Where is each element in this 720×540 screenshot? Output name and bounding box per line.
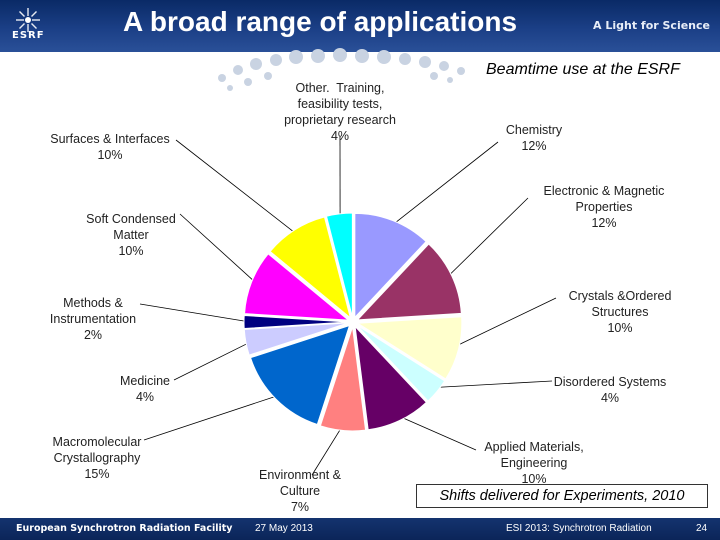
label-methods-instrumentation: Methods & Instrumentation 2% xyxy=(49,296,137,342)
leader-line xyxy=(175,139,299,236)
page-number: 24 xyxy=(696,523,708,534)
label-disordered-systems: Disordered Systems 4% xyxy=(553,375,667,405)
label-applied-materials: Applied Materials, Engineering 10% xyxy=(484,440,584,486)
pie-slice-applied-materials-engineering xyxy=(354,325,428,431)
esrf-logo-icon xyxy=(16,8,40,32)
pie-slice-macromolecular-crystallography xyxy=(249,324,351,426)
pie-slice-methods-instrumentation xyxy=(243,314,349,330)
leader-line xyxy=(452,297,557,348)
pie-slice-other-training-feasibility-tests-proprietary-research xyxy=(325,212,353,318)
pie-slice-medicine xyxy=(243,322,349,356)
label-soft-condensed: Soft Condensed Matter 10% xyxy=(86,212,176,258)
leader-line xyxy=(445,197,529,279)
pie-slice-chemistry xyxy=(354,212,427,319)
leader-line xyxy=(139,303,251,323)
leader-line xyxy=(311,424,344,476)
label-medicine: Medicine 4% xyxy=(119,374,171,404)
leader-line xyxy=(432,380,553,389)
shifts-note: Shifts delivered for Experiments, 2010 xyxy=(416,484,708,508)
chart-title: Beamtime use at the ESRF xyxy=(486,61,680,78)
footer-conference: ESI 2013: Synchrotron Radiation xyxy=(506,523,652,534)
label-crystals: Crystals &Ordered Structures 10% xyxy=(568,289,672,335)
footer-bar: European Synchrotron Radiation Facility … xyxy=(0,518,720,540)
leader-line xyxy=(396,414,477,451)
leader-line xyxy=(143,394,281,441)
leader-line xyxy=(179,213,258,285)
pie-slice-surfaces-interfaces xyxy=(269,216,352,320)
footer-date: 27 May 2013 xyxy=(255,523,313,534)
label-environment-culture: Environment & Culture 7% xyxy=(259,468,341,514)
label-surfaces-interfaces: Surfaces & Interfaces 10% xyxy=(50,132,170,162)
footer-organization: European Synchrotron Radiation Facility xyxy=(16,523,233,534)
label-electronic-magnetic: Electronic & Magnetic Properties 12% xyxy=(543,184,665,230)
header-bar: ESRF A broad range of applications A Lig… xyxy=(0,0,720,52)
pie-slice-soft-condensed-matter xyxy=(244,253,350,321)
pie-slice-disordered-systems xyxy=(356,324,446,402)
leader-line xyxy=(390,141,499,227)
label-macromolecular: Macromolecular Crystallography 15% xyxy=(52,435,142,481)
logo-text: ESRF xyxy=(12,30,45,41)
label-chemistry: Chemistry 12% xyxy=(505,123,563,153)
pie-slice-environment-culture xyxy=(319,326,367,432)
pie-slice-crystals-ordered-structures xyxy=(356,316,463,380)
tagline: A Light for Science xyxy=(593,19,710,32)
page-title: A broad range of applications xyxy=(122,6,518,37)
leader-line xyxy=(173,340,253,381)
pie-slice-electronic-magnetic-properties xyxy=(356,243,462,321)
label-other: Other. Training, feasibility tests, propri… xyxy=(284,81,396,143)
